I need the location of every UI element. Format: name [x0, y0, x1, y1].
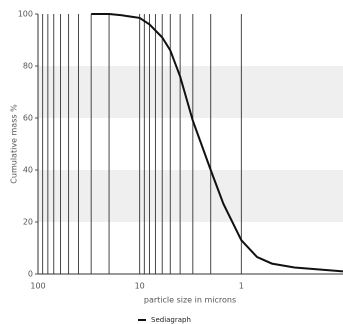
bands	[38, 66, 343, 222]
y-tick-label: 20	[23, 218, 33, 227]
legend-label: Sediagraph	[151, 316, 191, 324]
y-tick-label: 40	[23, 166, 33, 175]
y-axis-label: Cumulative mass %	[10, 104, 19, 184]
y-tick-label: 60	[23, 114, 33, 123]
x-tick-label: 10	[135, 282, 145, 291]
x-axis-label: particle size in microns	[144, 296, 236, 305]
x-tick-label: 100	[30, 282, 45, 291]
x-tick-label: 1	[239, 282, 244, 291]
y-tick-label: 0	[28, 270, 33, 279]
y-tick-label: 100	[18, 10, 33, 19]
line	[91, 13, 343, 273]
y-tick-label: 80	[23, 62, 33, 71]
band	[38, 170, 343, 222]
